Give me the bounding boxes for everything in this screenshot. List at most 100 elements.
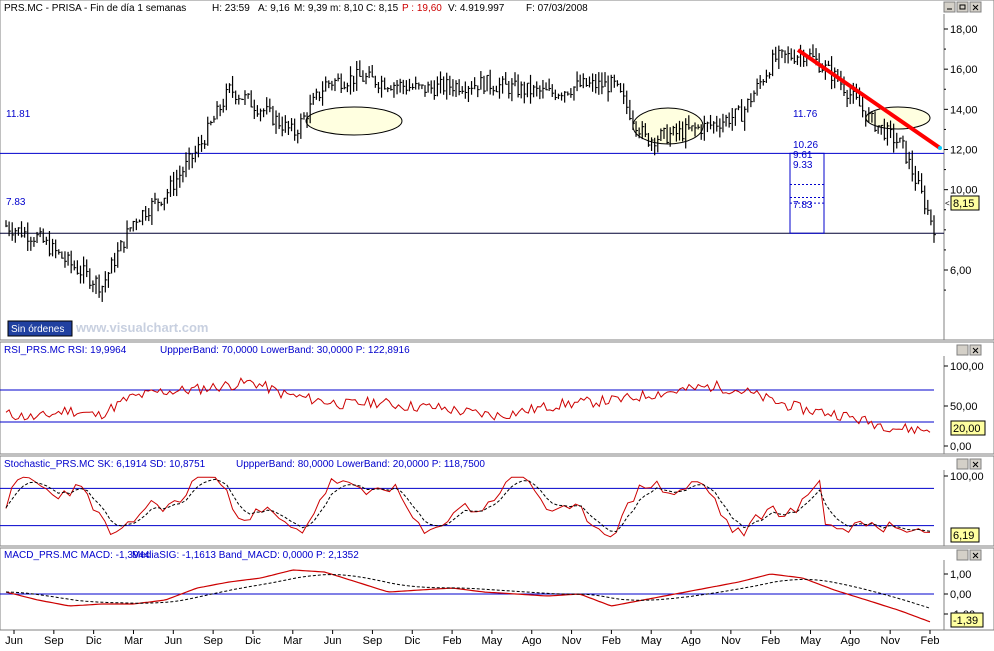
price-tick-label: 16,00 [950,64,978,76]
fib-box-rect [789,152,825,234]
price-tick-label: 6,00 [950,265,971,277]
macd-window-buttons[interactable] [956,549,982,561]
x-tick-label: Jun [324,635,342,646]
x-tick-label: Sep [363,635,383,646]
x-tick-label: Feb [443,635,462,646]
header-date: F: 07/03/2008 [526,3,588,14]
stoch-tick-label: 100,00 [950,471,984,483]
rsi-line [5,377,931,435]
price-tick-label: 14,00 [950,104,978,116]
x-tick-label: Dic [86,635,102,646]
price-y-axis: 18,00 16,00 14,00 12,00 10,00 6,00 [944,24,978,291]
trendline [796,48,942,150]
x-tick-label: May [800,635,821,646]
stoch-last-label: 6,19 [953,530,974,542]
x-tick-label: Dic [404,635,420,646]
sin-ordenes-button[interactable] [7,320,73,337]
header-volume: V: 4.919.997 [448,3,505,14]
support-ellipse [305,106,403,136]
stoch-plot: 100,00 [0,471,984,538]
x-tick-label: Sep [203,635,223,646]
level-label-high-left: 11.81 [6,109,31,120]
macd-tick-label: 1,00 [950,569,971,581]
x-tick-label: Feb [602,635,621,646]
x-axis: Jun Sep Dic Mar Jun Sep Dic Mar Jun Sep Dic Feb May A… [5,630,940,647]
x-tick-label: May [641,635,662,646]
rsi-tick-label: 0,00 [950,441,971,453]
x-tick-label: Ago [841,635,861,646]
price-bars [5,44,936,302]
last-price-label: 8,15 [953,198,974,210]
trendline-handle[interactable] [938,146,942,150]
rsi-header: RSI_PRS.MC RSI: 19,9964 [4,345,127,356]
x-tick-label: Ago [681,635,701,646]
fib-label-1: 10.26 [793,140,818,151]
last-price-marker: < [945,199,950,208]
level-label-low-right: 7.83 [793,200,813,211]
rsi-tick-label: 100,00 [950,361,984,373]
macd-tick-label: 0,00 [950,589,971,601]
fib-label-3: 9.33 [793,160,813,171]
stoch-last-label-bg [950,527,980,543]
maximize-icon[interactable] [956,1,969,13]
level-label-low-left: 7.83 [6,197,26,208]
rsi-tick-label: 50,00 [950,401,978,413]
sin-ordenes-label: Sin órdenes [11,324,64,335]
header-low: m: 8,10 [330,3,364,14]
x-tick-label: Jun [5,635,23,646]
rsi-panel-frame [0,341,994,455]
price-tick-label: 18,00 [950,24,978,36]
x-tick-label: Ago [522,635,542,646]
x-tick-label: Nov [880,635,900,646]
x-tick-label: May [482,635,503,646]
rsi-last-label: 20,00 [953,423,981,435]
stoch-header: Stochastic_PRS.MC SK: 6,1914 SD: 10,8751 [4,459,206,470]
macd-panel-frame [0,547,994,631]
fib-label-2: 9.61 [793,150,813,161]
price-levels [0,152,944,234]
stoch-maximize-icon[interactable] [956,458,969,470]
macd-line [5,569,931,623]
price-header: PRS.MC - PRISA - Fin de día 1 semanas H:… [4,3,588,14]
x-tick-label: Sep [44,635,64,646]
header-high: H: 23:59 [212,3,250,14]
x-tick-label: Nov [721,635,741,646]
x-tick-label: Jun [164,635,182,646]
rsi-last-label-bg [950,420,986,436]
stoch-params: UppperBand: 80,0000 LowerBand: 20,0000 P… [236,459,485,470]
stoch-sd-line [5,478,931,533]
macd-maximize-icon[interactable] [956,549,969,561]
header-alt: A: 9,16 [258,3,290,14]
rsi-params: UppperBand: 70,0000 LowerBand: 30,0000 P… [160,345,410,356]
x-tick-label: Mar [283,635,302,646]
watermark: www.visualchart.com [75,320,208,335]
rsi-window-buttons[interactable] [956,344,982,356]
header-max: M: 9,39 [294,3,328,14]
header-pct: P : 19,60 [402,3,442,14]
x-tick-label: Feb [761,635,780,646]
x-tick-label: Nov [562,635,582,646]
macd-signal-line [5,574,931,609]
fib-box [789,152,825,234]
level-label-high-right: 11.76 [793,109,818,120]
price-panel-frame [0,0,994,341]
header-close: C: 8,15 [366,3,399,14]
macd-last-label: -1,39 [953,615,978,627]
rsi-plot: 100,00 50,00 0,00 [0,361,984,453]
x-tick-label: Mar [124,635,143,646]
header-symbol: PRS.MC - PRISA - Fin de día 1 semanas [4,3,186,14]
minimize-icon[interactable] [943,1,956,13]
x-tick-label: Feb [921,635,940,646]
stoch-window-buttons[interactable] [956,458,982,470]
price-tick-label: 12,00 [950,145,978,157]
price-window-buttons[interactable] [943,1,982,13]
last-price-label-bg [950,195,980,211]
x-tick-label: Dic [245,635,261,646]
price-tick-label: 10,00 [950,185,978,197]
rsi-maximize-icon[interactable] [956,344,969,356]
stoch-panel-frame [0,455,994,547]
macd-params: MediaSIG: -1,1613 Band_MACD: 0,0000 P: 2… [132,550,359,561]
macd-last-label-bg [950,612,984,628]
macd-header: MACD_PRS.MC MACD: -1,3944 [4,550,150,561]
